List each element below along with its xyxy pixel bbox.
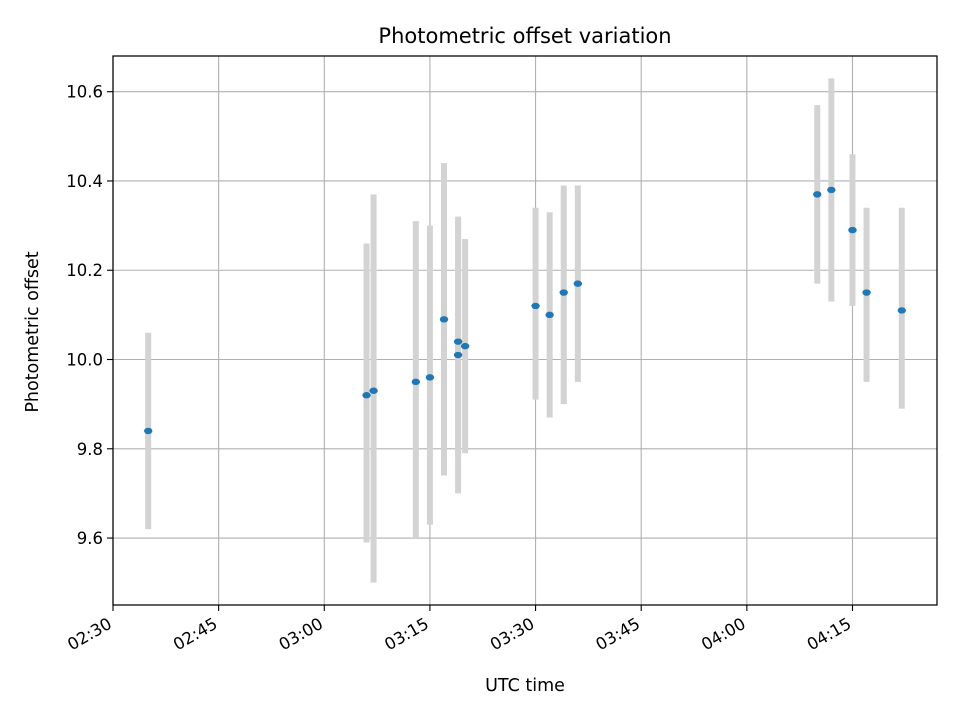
- data-point: [545, 311, 554, 319]
- y-tick-label: 10.2: [66, 261, 103, 280]
- data-point: [573, 280, 583, 287]
- data-point: [813, 191, 822, 198]
- data-point: [411, 378, 421, 386]
- y-axis-label: Photometric offset: [23, 251, 43, 412]
- y-tick-label: 10.0: [66, 351, 103, 370]
- y-tick-label: 10.6: [66, 83, 103, 102]
- data-point: [439, 316, 449, 323]
- data-point: [425, 374, 435, 381]
- point-series: [144, 186, 906, 435]
- data-point: [453, 351, 463, 359]
- y-tick-label: 10.4: [66, 172, 103, 191]
- data-point: [144, 427, 153, 435]
- data-point: [827, 186, 836, 194]
- chart-title: Photometric offset variation: [378, 24, 671, 48]
- y-tick-label: 9.6: [77, 529, 103, 548]
- grid-lines: [112, 56, 937, 605]
- x-axis-label: UTC time: [485, 676, 565, 696]
- plot-frame: [112, 55, 938, 606]
- data-point: [862, 289, 871, 296]
- data-point: [559, 289, 568, 296]
- data-point: [848, 226, 857, 234]
- data-point: [362, 392, 371, 399]
- data-point: [897, 307, 906, 314]
- data-point: [460, 342, 470, 350]
- data-point: [369, 387, 378, 394]
- y-tick-label: 9.8: [77, 440, 103, 459]
- data-point: [453, 338, 463, 345]
- y-axis-ticks: 9.6 9.8 10.0 10.2 10.4 10.6: [66, 83, 113, 548]
- data-point: [531, 302, 540, 310]
